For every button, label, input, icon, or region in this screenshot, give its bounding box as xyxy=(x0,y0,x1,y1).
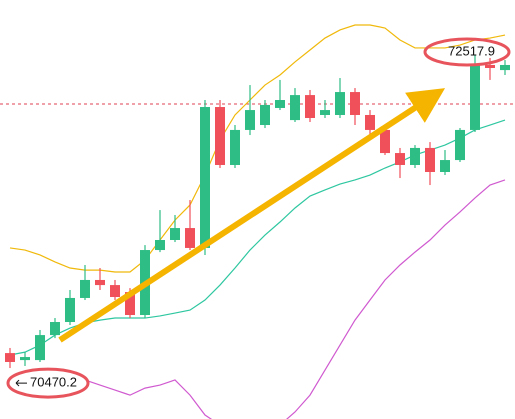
candle-body xyxy=(410,147,420,165)
candle-body xyxy=(35,335,45,361)
candle-body xyxy=(500,64,510,71)
candle-body xyxy=(365,114,375,130)
candle-body xyxy=(200,107,210,248)
band-line xyxy=(10,179,506,419)
candle-body xyxy=(260,104,270,126)
candle-body xyxy=(20,357,30,361)
candle-body xyxy=(110,285,120,298)
highlight-ring xyxy=(423,37,511,67)
max-price-label: 72517.9 xyxy=(448,43,495,58)
candle-body xyxy=(170,228,180,240)
candle-body xyxy=(380,129,390,154)
highlight-ring xyxy=(6,367,90,399)
candle-body xyxy=(65,297,75,323)
band-line xyxy=(9,24,506,273)
candle-body xyxy=(485,64,495,69)
candle-body xyxy=(230,129,240,165)
candle-body xyxy=(350,92,360,115)
candle-body xyxy=(440,160,450,172)
labels: 72517.9 70470.2 xyxy=(6,37,511,399)
candle-body xyxy=(320,110,330,115)
candle-body xyxy=(335,92,345,115)
candle-body xyxy=(80,279,90,298)
candle-body xyxy=(275,100,285,108)
candle-body xyxy=(50,322,60,336)
candle-body xyxy=(470,64,480,130)
min-price-label: 70470.2 xyxy=(30,375,77,390)
trend-arrow xyxy=(58,88,446,343)
candle-body xyxy=(125,292,135,316)
candle-body xyxy=(215,107,225,165)
pointer-arrow xyxy=(15,379,27,387)
candle-body xyxy=(95,279,105,286)
candle-body xyxy=(290,95,300,121)
candle-body xyxy=(395,153,405,165)
plot-area xyxy=(0,24,515,419)
candle-body xyxy=(305,95,315,119)
candle-body xyxy=(425,147,435,172)
candle-body xyxy=(155,239,165,251)
candle-body xyxy=(245,110,255,130)
candle-body xyxy=(455,129,465,161)
candle-body xyxy=(5,353,15,362)
candle-body xyxy=(185,228,195,248)
